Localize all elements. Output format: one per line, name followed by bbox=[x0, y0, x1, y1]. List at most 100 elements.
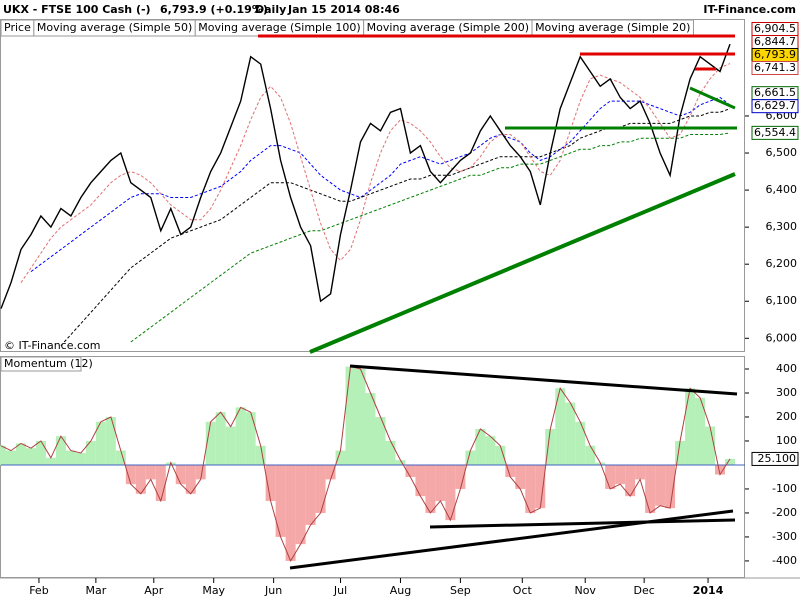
momentum-bar bbox=[15, 443, 26, 465]
momentum-bar bbox=[155, 464, 166, 501]
momentum-bar bbox=[575, 421, 586, 465]
momentum-title: Momentum (12) bbox=[4, 357, 93, 370]
momentum-bar bbox=[635, 464, 646, 480]
momentum-bar bbox=[0, 445, 6, 465]
momentum-bar bbox=[285, 464, 296, 561]
x-tick-label: Jul bbox=[333, 584, 347, 597]
momentum-bar bbox=[235, 407, 246, 465]
last-value-label: 25.100 bbox=[758, 452, 797, 465]
trend-line bbox=[309, 172, 736, 354]
momentum-bar bbox=[665, 464, 676, 509]
x-tick-label: Jun bbox=[264, 584, 282, 597]
price-label: 6,629.7 bbox=[754, 99, 796, 112]
y-tick-label: 6,500 bbox=[766, 146, 798, 159]
momentum-bar bbox=[445, 464, 456, 521]
price-label: 6,844.7 bbox=[754, 35, 796, 48]
x-tick-label: 2014 bbox=[693, 584, 724, 597]
momentum-bar bbox=[555, 388, 566, 465]
momentum-bar bbox=[605, 464, 616, 489]
momentum-bar bbox=[245, 412, 256, 465]
momentum-bar bbox=[675, 440, 686, 465]
legend-entry: Moving average (Simple 200) bbox=[367, 21, 529, 34]
price-label: 6,904.5 bbox=[754, 22, 796, 35]
x-tick-label: Mar bbox=[85, 584, 106, 597]
momentum-bar bbox=[355, 368, 366, 465]
y-tick-label: 6,100 bbox=[766, 294, 798, 307]
x-tick-label: Sep bbox=[450, 584, 471, 597]
momentum-bar bbox=[75, 452, 86, 465]
momentum-bar bbox=[435, 464, 446, 501]
x-tick-label: Dec bbox=[633, 584, 654, 597]
momentum-bar bbox=[715, 464, 726, 475]
momentum-bar bbox=[365, 392, 376, 465]
y-tick-label: 400 bbox=[776, 362, 797, 375]
price-label-box bbox=[751, 61, 799, 75]
momentum-bar bbox=[485, 436, 496, 465]
trend-line bbox=[429, 518, 736, 529]
momentum-bar bbox=[335, 450, 346, 465]
momentum-bar bbox=[625, 464, 636, 497]
momentum-bar bbox=[205, 421, 216, 465]
y-tick-label: 6,300 bbox=[766, 220, 798, 233]
momentum-bar bbox=[465, 450, 476, 465]
momentum-bar bbox=[455, 464, 466, 489]
symbol: UKX - FTSE 100 Cash (-) bbox=[3, 3, 151, 16]
momentum-bar bbox=[515, 464, 526, 489]
legend-entry: Moving average (Simple 50) bbox=[37, 21, 192, 34]
momentum-bar bbox=[65, 450, 76, 465]
momentum-bar bbox=[25, 448, 36, 465]
momentum-bar bbox=[295, 464, 306, 545]
watermark: © IT-Finance.com bbox=[4, 339, 101, 352]
momentum-bar bbox=[85, 440, 96, 465]
momentum-bar bbox=[105, 416, 116, 465]
quote: 6,793.9 (+0.19%) bbox=[160, 3, 268, 16]
moving-average bbox=[20, 63, 731, 283]
momentum-bar bbox=[375, 416, 386, 465]
momentum-bar bbox=[195, 464, 206, 480]
momentum-bar bbox=[705, 426, 716, 465]
momentum-bar bbox=[185, 464, 196, 494]
timestamp: Jan 15 2014 08:46 bbox=[287, 3, 400, 16]
momentum-bar bbox=[685, 388, 696, 465]
momentum-bar bbox=[5, 450, 16, 465]
y-tick-label: -100 bbox=[772, 482, 797, 495]
momentum-bar bbox=[405, 464, 416, 477]
momentum-bar bbox=[225, 426, 236, 465]
moving-average bbox=[30, 96, 731, 273]
x-tick-label: Aug bbox=[390, 584, 411, 597]
momentum-bar bbox=[175, 464, 186, 485]
momentum-bar bbox=[115, 450, 126, 465]
y-tick-label: 300 bbox=[776, 386, 797, 399]
x-tick-label: Feb bbox=[29, 584, 48, 597]
momentum-bar bbox=[125, 464, 136, 485]
moving-average bbox=[130, 132, 731, 343]
momentum-bar bbox=[275, 464, 286, 537]
momentum-bar bbox=[545, 428, 556, 465]
interval: Daily bbox=[255, 3, 286, 16]
momentum-bar bbox=[565, 402, 576, 465]
momentum-bar bbox=[475, 428, 486, 465]
y-tick-label: 6,400 bbox=[766, 183, 798, 196]
momentum-bar bbox=[315, 464, 326, 513]
momentum-bar bbox=[135, 464, 146, 494]
momentum-bar bbox=[425, 464, 436, 513]
trend-line bbox=[349, 364, 738, 396]
legend-entry: Moving average (Simple 20) bbox=[535, 21, 690, 34]
price-label: 6,554.4 bbox=[754, 126, 796, 139]
price-label: 6,741.3 bbox=[754, 61, 796, 74]
momentum-bar bbox=[305, 464, 316, 525]
momentum-bar bbox=[505, 464, 516, 477]
x-tick-label: Nov bbox=[574, 584, 596, 597]
momentum-bar bbox=[35, 440, 46, 465]
legend-entry: Price bbox=[4, 21, 31, 34]
source: IT-Finance.com bbox=[703, 3, 796, 16]
momentum-bar bbox=[385, 440, 396, 465]
y-tick-label: 6,200 bbox=[766, 257, 798, 270]
y-tick-label: -300 bbox=[772, 530, 797, 543]
trend-line bbox=[689, 86, 736, 110]
momentum-bar bbox=[215, 412, 226, 465]
y-tick-label: -200 bbox=[772, 506, 797, 519]
price-label-box bbox=[751, 125, 799, 140]
